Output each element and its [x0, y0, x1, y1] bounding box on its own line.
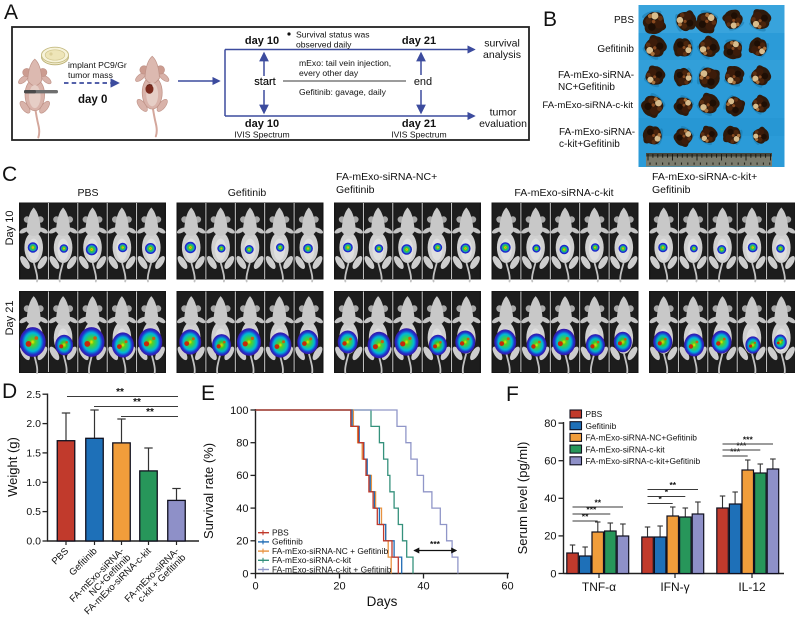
svg-text:40: 40: [236, 503, 248, 515]
svg-text:Gefitinib: Gefitinib: [652, 184, 691, 196]
svg-text:0: 0: [252, 581, 258, 593]
svg-text:Gefitinib: gavage, daily: Gefitinib: gavage, daily: [299, 87, 387, 97]
svg-text:0: 0: [550, 568, 556, 580]
svg-text:tumor: tumor: [490, 107, 517, 119]
svg-text:D: D: [2, 380, 17, 403]
svg-text:**: **: [669, 480, 676, 490]
svg-text:*: *: [665, 487, 669, 497]
svg-text:2.0: 2.0: [26, 418, 41, 430]
svg-text:FA-mExo-siRNA-c-kit+: FA-mExo-siRNA-c-kit+: [652, 171, 757, 183]
svg-text:**: **: [146, 407, 154, 418]
svg-text:Days: Days: [367, 594, 398, 609]
svg-text:*: *: [658, 494, 662, 504]
svg-text:**: **: [582, 512, 589, 522]
svg-text:Day 10: Day 10: [4, 211, 16, 246]
svg-text:20: 20: [333, 581, 345, 593]
svg-text:day 10: day 10: [245, 35, 279, 47]
svg-text:60: 60: [501, 581, 513, 593]
svg-text:Serum level (pg/ml): Serum level (pg/ml): [515, 442, 530, 555]
svg-text:implant PC9/Gr: implant PC9/Gr: [68, 60, 127, 70]
svg-text:PBS: PBS: [272, 528, 289, 538]
svg-text:40: 40: [544, 493, 556, 505]
svg-text:40: 40: [417, 581, 429, 593]
svg-text:FA-mExo-siRNA-NC+: FA-mExo-siRNA-NC+: [336, 171, 437, 183]
svg-text:60: 60: [236, 470, 248, 482]
svg-text:FA-mExo-siRNA-c-kit: FA-mExo-siRNA-c-kit: [586, 444, 666, 454]
svg-text:Gefitinib: Gefitinib: [597, 44, 634, 55]
svg-text:end: end: [414, 76, 432, 88]
svg-text:FA-mExo-siRNA-c-kit+Gefitinib: FA-mExo-siRNA-c-kit+Gefitinib: [586, 456, 701, 466]
svg-text:0.5: 0.5: [26, 506, 41, 518]
svg-text:***: ***: [430, 539, 441, 549]
svg-text:Survival rate (%): Survival rate (%): [201, 443, 216, 539]
svg-text:E: E: [201, 382, 215, 405]
svg-text:FA-mExo-siRNA-NC + Gefitinib: FA-mExo-siRNA-NC + Gefitinib: [272, 546, 388, 556]
svg-text:**: **: [116, 387, 124, 398]
svg-text:every other day: every other day: [299, 68, 359, 78]
svg-text:FA-mExo-siRNA-c-kit: FA-mExo-siRNA-c-kit: [272, 555, 352, 565]
svg-text:IVIS Spectrum: IVIS Spectrum: [391, 130, 446, 140]
svg-text:1.5: 1.5: [26, 448, 41, 460]
svg-text:PBS: PBS: [614, 15, 634, 26]
svg-text:***: ***: [730, 447, 741, 457]
svg-text:Gefitinib: Gefitinib: [586, 421, 617, 431]
svg-text:C: C: [2, 163, 17, 186]
svg-text:TNF-α: TNF-α: [582, 580, 616, 594]
svg-text:A: A: [4, 1, 18, 24]
svg-text:IL-12: IL-12: [738, 580, 766, 594]
svg-text:FA-mExo-siRNA-c-kit: FA-mExo-siRNA-c-kit: [514, 187, 613, 199]
svg-text:NC+Gefitinib: NC+Gefitinib: [558, 82, 615, 93]
svg-text:mExo: tail vein injection,: mExo: tail vein injection,: [299, 58, 391, 68]
svg-text:c-kit+Gefitinib: c-kit+Gefitinib: [559, 139, 620, 150]
svg-text:B: B: [543, 8, 557, 31]
svg-text:0.0: 0.0: [26, 536, 41, 548]
svg-text:FA-mExo-siRNA-c-kit: FA-mExo-siRNA-c-kit: [542, 100, 633, 111]
svg-text:observed daily: observed daily: [296, 40, 352, 50]
svg-text:Weight (g): Weight (g): [5, 437, 20, 497]
svg-text:FA-mExo-siRNA-: FA-mExo-siRNA-: [559, 127, 635, 138]
svg-text:***: ***: [586, 505, 597, 515]
svg-text:survival: survival: [484, 38, 520, 50]
svg-text:60: 60: [544, 456, 556, 468]
svg-text:Survival status was: Survival status was: [296, 30, 370, 40]
svg-text:1.0: 1.0: [26, 477, 41, 489]
svg-text:***: ***: [736, 441, 747, 451]
svg-text:Gefitinib: Gefitinib: [336, 184, 375, 196]
svg-text:Gefitinib: Gefitinib: [272, 537, 303, 547]
svg-text:***: ***: [743, 435, 754, 445]
svg-text:evaluation: evaluation: [479, 118, 527, 130]
svg-text:0: 0: [242, 568, 248, 580]
svg-text:FA-mExo-siRNA-: FA-mExo-siRNA-: [558, 70, 634, 81]
svg-text:2.5: 2.5: [26, 389, 41, 401]
svg-text:end: end: [414, 76, 432, 88]
svg-text:**: **: [594, 498, 601, 508]
svg-text:start: start: [254, 76, 275, 88]
svg-text:Day 21: Day 21: [4, 301, 16, 336]
svg-text:20: 20: [236, 536, 248, 548]
svg-text:20: 20: [544, 531, 556, 543]
svg-text:day 0: day 0: [78, 94, 107, 106]
svg-text:100: 100: [230, 405, 248, 417]
svg-text:day 10: day 10: [245, 118, 279, 130]
svg-text:PBS: PBS: [77, 187, 98, 199]
svg-text:tumor mass: tumor mass: [68, 70, 113, 80]
svg-text:analysis: analysis: [483, 49, 521, 61]
svg-text:Gefitinib: Gefitinib: [228, 187, 267, 199]
svg-text:80: 80: [236, 438, 248, 450]
svg-text:start: start: [254, 76, 275, 88]
svg-text:day 21: day 21: [402, 35, 436, 47]
svg-text:day 21: day 21: [402, 118, 436, 130]
svg-text:FA-mExo-siRNA-c-kit + Gefitini: FA-mExo-siRNA-c-kit + Gefitinib: [272, 564, 392, 574]
svg-text:IFN-γ: IFN-γ: [660, 580, 689, 594]
svg-text:FA-mExo-siRNA-NC+Gefitinib: FA-mExo-siRNA-NC+Gefitinib: [586, 433, 698, 443]
svg-text:**: **: [133, 397, 141, 408]
svg-text:F: F: [506, 383, 519, 406]
svg-text:80: 80: [544, 418, 556, 430]
svg-text:IVIS Spectrum: IVIS Spectrum: [234, 130, 289, 140]
svg-text:PBS: PBS: [586, 409, 603, 419]
